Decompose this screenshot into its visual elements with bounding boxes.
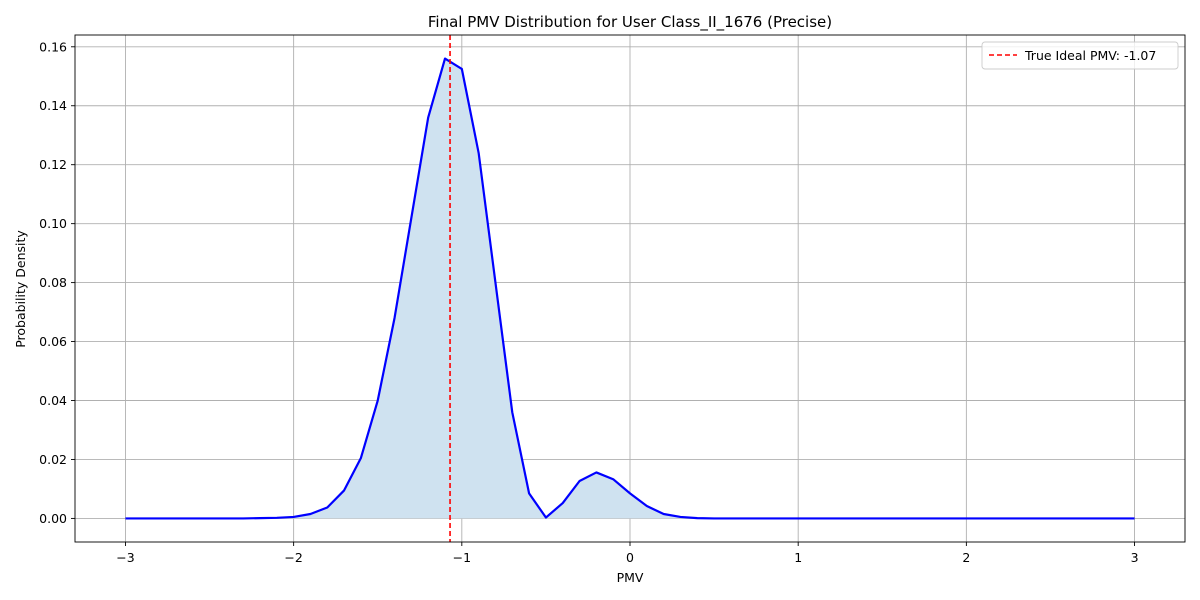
- x-tick-label: 0: [626, 550, 634, 565]
- legend-box: [981, 41, 1179, 70]
- x-tick-label: −2: [284, 550, 302, 565]
- y-tick-label: 0.14: [39, 98, 67, 113]
- y-tick-label: 0.06: [39, 334, 67, 349]
- y-axis-label: Probability Density: [13, 230, 28, 348]
- legend: True Ideal PMV: -1.07: [981, 41, 1179, 70]
- x-tick-label: 3: [1131, 550, 1139, 565]
- y-tick-label: 0.04: [39, 393, 67, 408]
- x-tick-label: 2: [962, 550, 970, 565]
- x-tick-label: 1: [794, 550, 802, 565]
- x-axis-label: PMV: [617, 570, 644, 585]
- y-tick-label: 0.02: [39, 452, 67, 467]
- y-tick-label: 0.10: [39, 216, 67, 231]
- chart-title: Final PMV Distribution for User Class_II…: [428, 13, 832, 32]
- y-tick-label: 0.08: [39, 275, 67, 290]
- x-tick-label: −1: [453, 550, 471, 565]
- y-axis-ticks: 0.00 0.02 0.04 0.06 0.08 0.10 0.12 0.14 0.16: [39, 39, 75, 526]
- series-line-group: [125, 57, 1135, 520]
- density-line: [125, 57, 1135, 520]
- y-tick-label: 0.00: [39, 511, 67, 526]
- legend-label: True Ideal PMV: -1.07: [1024, 48, 1156, 63]
- y-tick-label: 0.12: [39, 157, 67, 172]
- y-tick-label: 0.16: [39, 39, 67, 54]
- x-tick-label: −3: [116, 550, 134, 565]
- x-axis-ticks: −3 −2 −1 0 1 2 3: [116, 542, 1139, 565]
